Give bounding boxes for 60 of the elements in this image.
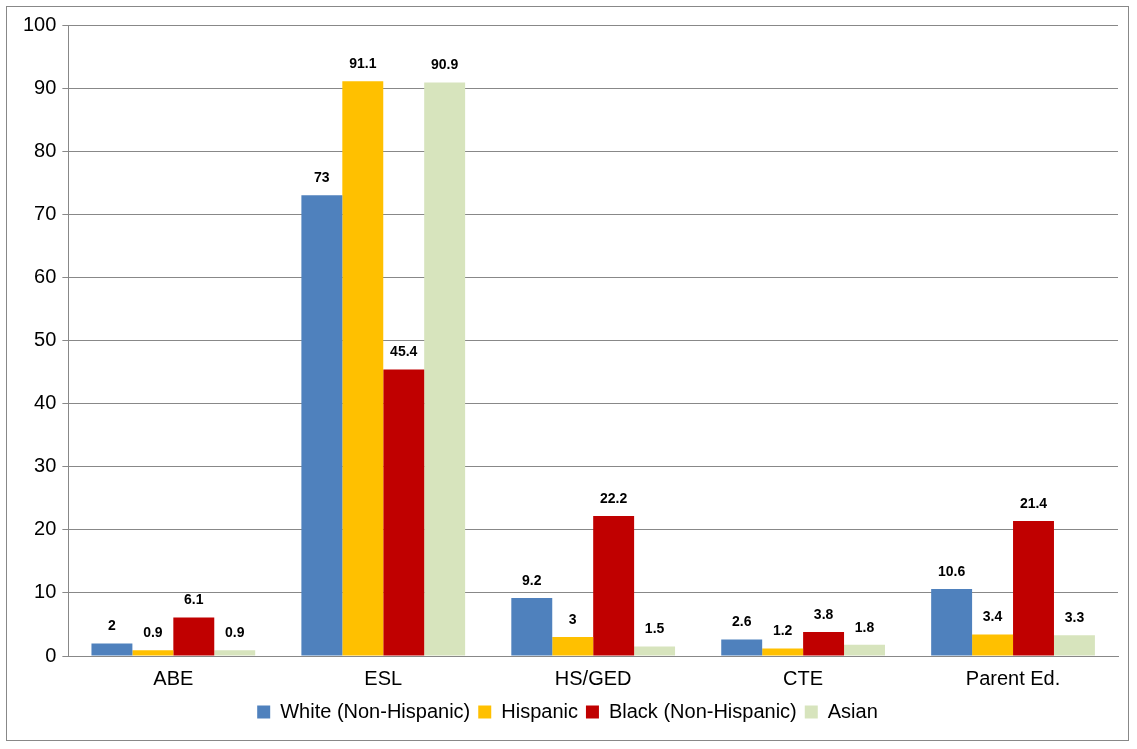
bar (931, 589, 973, 656)
y-tick-label: 20 (34, 517, 57, 540)
data-label: 3.4 (982, 608, 1003, 625)
y-tick-label: 70 (34, 201, 57, 224)
bar (1053, 635, 1095, 656)
data-label: 2 (108, 617, 117, 634)
bar (1013, 520, 1054, 656)
data-label: 73 (314, 169, 330, 186)
data-label: 22.2 (600, 489, 628, 506)
bar (383, 369, 425, 656)
legend-label: White (Non-Hispanic) (280, 699, 471, 722)
bar (721, 639, 763, 656)
x-tick-label: ESL (364, 666, 403, 689)
bar (511, 597, 553, 656)
y-tick-label: 30 (34, 454, 57, 477)
bar (214, 650, 256, 656)
legend-label: Black (Non-Hispanic) (608, 699, 797, 722)
bar (91, 643, 133, 656)
data-label: 90.9 (431, 56, 459, 73)
data-label: 45.4 (390, 343, 418, 360)
bar (844, 644, 885, 656)
y-tick-label: 90 (34, 75, 57, 98)
bar (634, 646, 676, 656)
data-label: 21.4 (1019, 494, 1048, 511)
y-tick-label: 50 (34, 328, 57, 351)
data-label: 3 (568, 610, 577, 627)
bar (972, 634, 1014, 656)
x-tick-label: ABE (153, 666, 194, 689)
legend-label: Hispanic (501, 699, 578, 722)
data-label: 1.2 (772, 622, 793, 639)
data-label: 1.5 (644, 620, 665, 637)
bar (762, 648, 804, 656)
bar (424, 82, 466, 656)
data-label: 0.9 (225, 624, 245, 641)
bar (342, 81, 384, 656)
x-tick-label: Parent Ed. (965, 666, 1061, 689)
bar (132, 650, 174, 656)
legend-label: Asian (827, 699, 878, 722)
y-tick-label: 60 (34, 264, 57, 287)
y-tick-label: 40 (34, 391, 57, 414)
bar (173, 617, 215, 656)
data-label: 6.1 (184, 591, 204, 608)
bar (803, 632, 845, 656)
bar (552, 637, 594, 656)
y-tick-label: 0 (45, 643, 57, 666)
y-tick-label: 80 (34, 138, 57, 161)
y-tick-label: 100 (22, 12, 57, 35)
y-tick-label: 10 (34, 580, 57, 603)
data-label: 91.1 (349, 55, 377, 72)
bar (301, 195, 343, 656)
data-label: 3.3 (1064, 609, 1085, 626)
data-label: 1.8 (854, 618, 875, 635)
data-label: 0.9 (143, 624, 163, 641)
x-tick-label: CTE (783, 666, 824, 689)
bar (593, 515, 635, 656)
data-label: 2.6 (731, 613, 752, 630)
data-label: 9.2 (522, 571, 542, 588)
x-tick-label: HS/GED (554, 666, 632, 689)
data-label: 3.8 (813, 605, 834, 622)
data-label: 10.6 (938, 562, 966, 579)
